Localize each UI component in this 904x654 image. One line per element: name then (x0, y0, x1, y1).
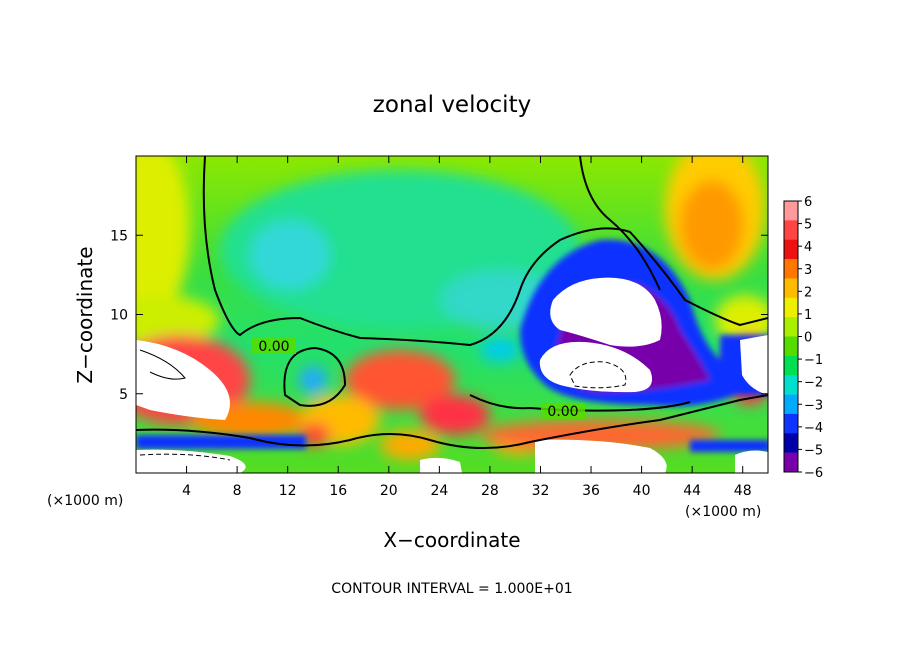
colorbar: 6 5 4 3 2 1 0 −1 −2 −3 −4 −5 −6 (783, 195, 823, 481)
colorbar-swatch (784, 297, 798, 318)
x-tick-label: 44 (683, 483, 701, 499)
contour-label-0: 0.00 (258, 339, 289, 355)
colorbar-label: 2 (804, 285, 812, 300)
colorbar-swatch (784, 336, 798, 357)
y-tick-label: 10 (110, 308, 128, 324)
colorbar-swatch (784, 433, 798, 453)
colorbar-swatch (784, 239, 798, 260)
colorbar-label: 3 (804, 263, 812, 278)
heatmap-field: 0.00 0.00 (136, 156, 768, 473)
x-axis-label: X−coordinate (383, 528, 520, 552)
x-tick-label: 12 (279, 483, 297, 499)
colorbar-label: −6 (804, 466, 823, 481)
x-tick-label: 32 (532, 483, 550, 499)
contour-label-1: 0.00 (547, 404, 578, 420)
contour-lines (136, 156, 768, 461)
y-axis: 5 10 15 (110, 228, 768, 403)
colorbar-label: 4 (804, 240, 812, 255)
colorbar-swatch (784, 220, 798, 241)
colorbar-label: 6 (804, 195, 812, 210)
colorbar-label: −1 (804, 353, 823, 368)
saturated-regions (136, 277, 768, 473)
colorbar-label: 1 (804, 308, 812, 323)
y-tick-label: 5 (119, 387, 128, 403)
colorbar-swatch (784, 259, 798, 279)
colorbar-swatch (784, 413, 798, 434)
colorbar-swatch (784, 452, 798, 473)
colorbar-swatch (784, 375, 798, 395)
contour-label-group: 0.00 0.00 (252, 338, 585, 420)
x-tick-label: 16 (329, 483, 347, 499)
colorbar-swatch (784, 278, 798, 299)
colorbar-swatch (784, 201, 798, 221)
x-tick-label: 4 (182, 483, 191, 499)
chart-title: zonal velocity (373, 92, 531, 118)
colorbar-label: −5 (804, 443, 823, 458)
x-tick-label: 24 (430, 483, 448, 499)
x-unit-left: (×1000 m) (47, 493, 123, 509)
colorbar-label: −4 (804, 421, 823, 436)
colorbar-swatch (784, 355, 798, 376)
x-tick-label: 36 (582, 483, 600, 499)
contour-interval-note: CONTOUR INTERVAL = 1.000E+01 (331, 581, 572, 597)
colorbar-label: 5 (804, 218, 812, 233)
colorbar-label: −2 (804, 376, 823, 391)
x-axis: 4 8 12 16 20 24 28 32 36 40 44 48 (182, 156, 752, 499)
x-tick-label: 28 (481, 483, 499, 499)
colorbar-label: −3 (804, 398, 823, 413)
x-tick-label: 8 (233, 483, 242, 499)
x-tick-label: 48 (734, 483, 752, 499)
y-axis-label: Z−coordinate (73, 246, 97, 383)
colorbar-swatch (784, 394, 798, 415)
x-unit-right: (×1000 m) (685, 504, 761, 520)
colorbar-label: 0 (804, 331, 812, 346)
x-tick-label: 40 (633, 483, 651, 499)
colorbar-swatch (784, 317, 798, 337)
y-tick-label: 15 (110, 228, 128, 244)
x-tick-label: 20 (380, 483, 398, 499)
